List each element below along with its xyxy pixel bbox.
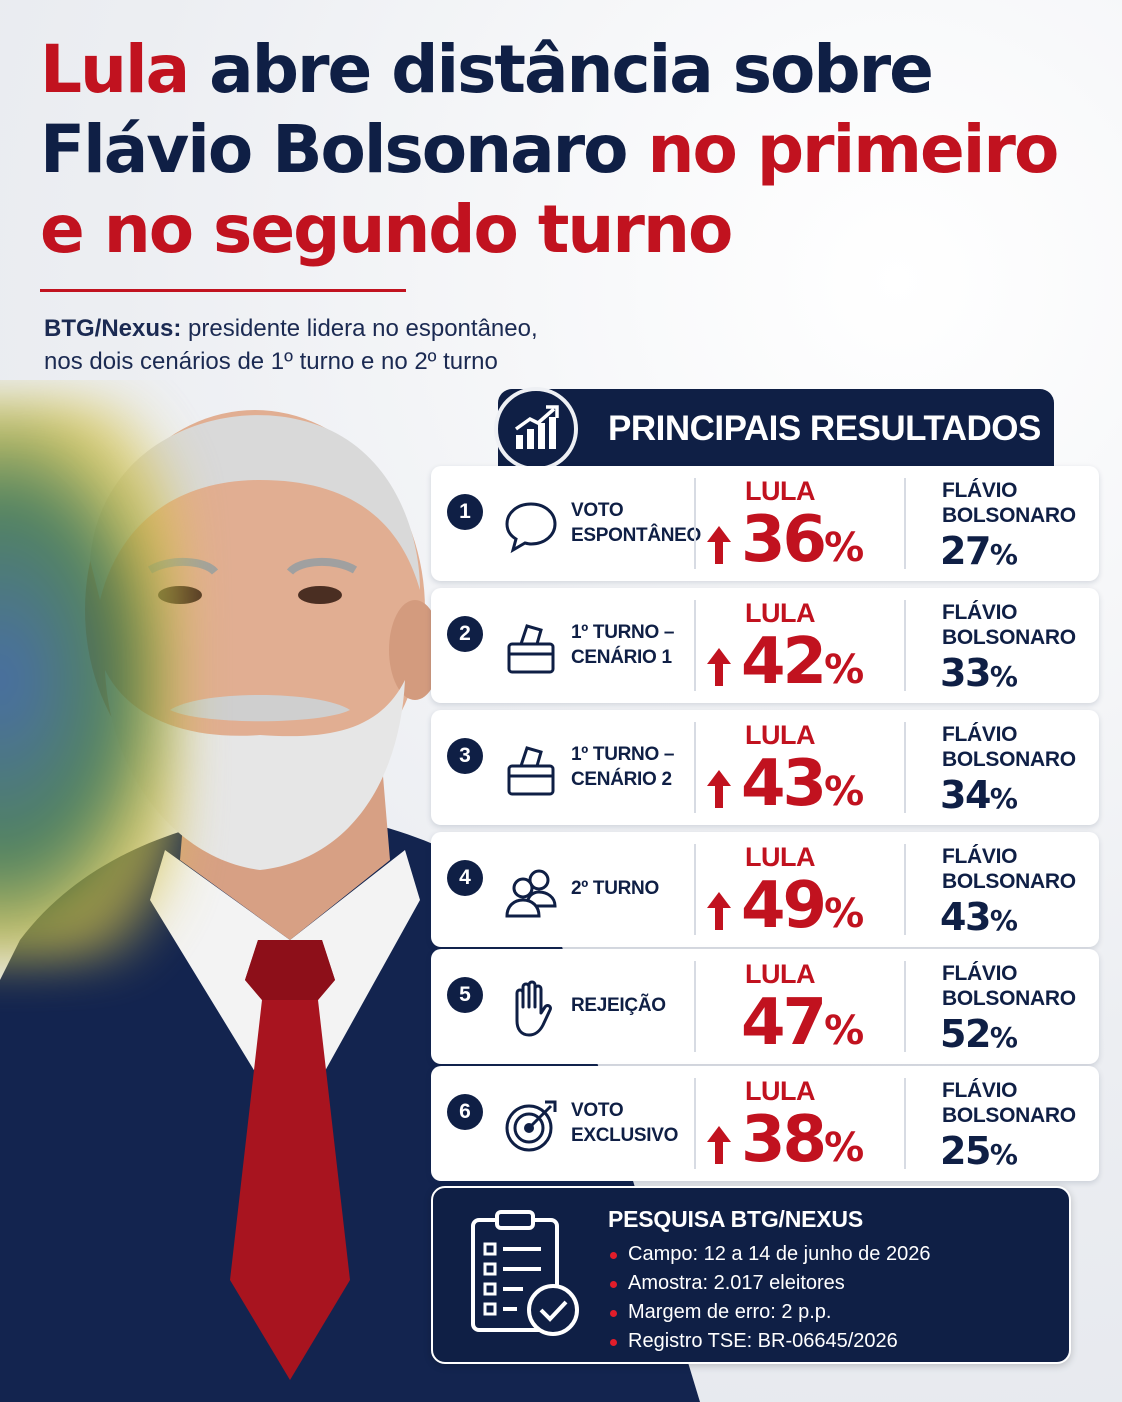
divider [694,961,696,1052]
flag-background [0,400,180,960]
row-number: 6 [447,1094,483,1130]
flavio-percentage: 34% [940,773,1018,817]
survey-title: PESQUISA BTG/NEXUS [608,1206,863,1232]
lula-label: LULA [745,842,815,872]
row-label: REJEIÇÃO [571,995,666,1016]
survey-item-amostra: Amostra: 2.017 eleitores [608,1269,930,1298]
flavio-percentage: 43% [940,895,1018,939]
people-icon [505,869,557,918]
lula-label: LULA [745,1076,815,1106]
flavio-percentage: 52% [940,1012,1018,1056]
result-row-3: 3 1º TURNO – CENÁRIO 2 LULA 43% FLÁVIO BOL… [431,710,1099,825]
flavio-label: FLÁVIO BOLSONARO [942,479,1076,527]
row-number: 2 [447,616,483,652]
survey-item-margem: Margem de erro: 2 p.p. [608,1298,930,1327]
divider [694,844,696,935]
divider [904,478,906,569]
divider [904,961,906,1052]
flavio-label: FLÁVIO BOLSONARO [942,1079,1076,1127]
row-number: 5 [447,977,483,1013]
lula-percentage: 36% [741,503,865,577]
divider [904,844,906,935]
arrow-up-icon [707,1126,731,1164]
result-row-1: 1 VOTO ESPONTÂNEO LULA 36% FLÁVIO BOLSONAR… [431,466,1099,581]
arrow-up-icon [707,648,731,686]
clipboard-check-icon [471,1210,579,1336]
lula-percentage: 43% [741,747,865,821]
divider [694,478,696,569]
divider [694,1078,696,1169]
divider [904,1078,906,1169]
divider [694,600,696,691]
headline: Lula abre distância sobre Flávio Bolsona… [40,30,1059,270]
result-row-6: 6 VOTO EXCLUSIVO LULA 38% FLÁVIO BOLSONARO… [431,1066,1099,1181]
headline-line-2: Flávio Bolsonaro no primeiro [40,111,1059,188]
row-label: 1º TURNO – CENÁRIO 2 [571,744,675,790]
arrow-up-icon [707,892,731,930]
survey-item-registro: Registro TSE: BR-06645/2026 [608,1327,930,1356]
lula-percentage: 38% [741,1103,865,1177]
lula-percentage: 49% [741,869,865,943]
row-label: 2º TURNO [571,878,659,899]
row-number: 4 [447,860,483,896]
lula-percentage: 42% [741,625,865,699]
result-row-5: 5 REJEIÇÃO LULA 47% FLÁVIO BOLSONARO 52% [431,949,1099,1064]
headline-rule [40,289,406,292]
divider [694,722,696,813]
arrow-up-icon [707,770,731,808]
ballot-box-icon [507,624,555,674]
results-header: PRINCIPAIS RESULTADOS [494,387,1054,471]
row-number: 3 [447,738,483,774]
lula-portrait [0,380,700,1402]
result-row-2: 2 1º TURNO – CENÁRIO 1 LULA 42% FLÁVIO BOL… [431,588,1099,703]
headline-line-1: Lula abre distância sobre [40,31,934,108]
ballot-box-icon [507,746,555,796]
flavio-label: FLÁVIO BOLSONARO [942,962,1076,1010]
hand-icon [515,980,552,1037]
lula-label: LULA [745,959,815,989]
headline-line-3: e no segundo turno [40,191,733,268]
chart-trend-icon [494,387,578,471]
row-label: VOTO EXCLUSIVO [571,1100,679,1146]
lula-percentage: 47% [741,986,865,1060]
divider [904,722,906,813]
lula-label: LULA [745,598,815,628]
speech-bubble-icon [505,502,557,554]
subtitle: BTG/Nexus: presidente lidera no espontân… [44,315,538,375]
lula-label: LULA [745,476,815,506]
flavio-label: FLÁVIO BOLSONARO [942,845,1076,893]
flavio-percentage: 33% [940,651,1018,695]
flavio-percentage: 27% [940,529,1018,573]
lula-label: LULA [745,720,815,750]
survey-info-box: PESQUISA BTG/NEXUS Campo: 12 a 14 de jun… [431,1186,1071,1364]
arrow-up-icon [707,526,731,564]
flavio-label: FLÁVIO BOLSONARO [942,723,1076,771]
flavio-label: FLÁVIO BOLSONARO [942,601,1076,649]
flavio-percentage: 25% [940,1129,1018,1173]
divider [904,600,906,691]
row-label: 1º TURNO – CENÁRIO 1 [571,622,675,668]
survey-details: Campo: 12 a 14 de junho de 2026 Amostra:… [608,1240,930,1356]
result-row-4: 4 2º TURNO LULA 49% FLÁVIO BOLSONARO 43% [431,832,1099,947]
target-icon [505,1100,557,1152]
row-label: VOTO ESPONTÂNEO [571,500,702,546]
results-title: PRINCIPAIS RESULTADOS [608,409,1041,448]
survey-item-campo: Campo: 12 a 14 de junho de 2026 [608,1240,930,1269]
row-number: 1 [447,494,483,530]
